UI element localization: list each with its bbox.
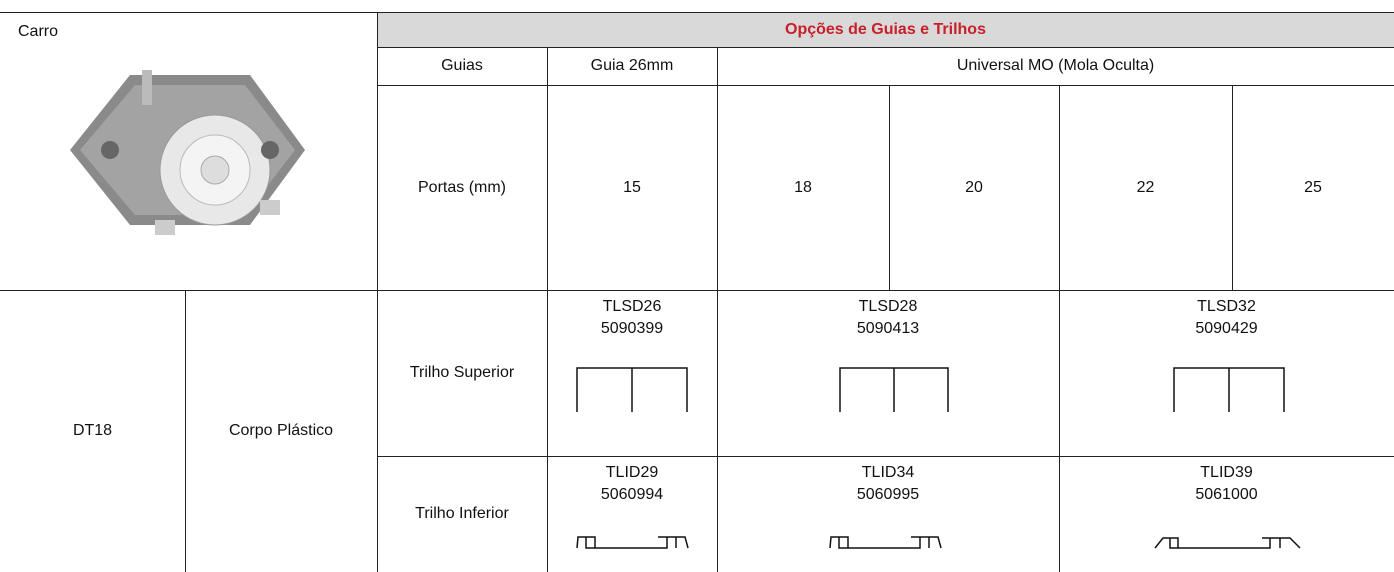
rail-code-text: 5061000 <box>1195 486 1258 503</box>
rail-label: Trilho Inferior <box>377 456 547 572</box>
portas-cell: 22 <box>1059 85 1232 290</box>
carro-label-text: Carro <box>18 23 59 40</box>
model-cell: DT18 <box>0 290 185 572</box>
portas-cell-text: Portas (mm) <box>418 178 506 196</box>
rail-code-text: TLSD32 <box>1197 298 1256 315</box>
rail-label-text: Trilho Superior <box>409 364 515 381</box>
carriage-image <box>70 70 305 235</box>
rail-label: Trilho Superior <box>377 290 547 456</box>
rail-code-text: TLSD28 <box>858 298 918 315</box>
rail-code: TLSD32 5090429 <box>1059 290 1394 456</box>
carro-label: Carro <box>0 12 377 52</box>
rail-code: TLID39 5061000 <box>1059 456 1394 572</box>
rail-code: TLID34 5060995 <box>717 456 1059 572</box>
table-title-text: Opções de Guias e Trilhos <box>785 20 986 38</box>
rail-code: TLSD26 5090399 <box>547 290 717 456</box>
rail-code-text: 5060995 <box>856 486 920 503</box>
rail-code-text: 5090429 <box>1195 320 1258 337</box>
rail-code-text: 5090413 <box>856 320 920 337</box>
portas-cell-text: 15 <box>623 178 641 196</box>
portas-cell: 20 <box>889 85 1059 290</box>
portas-cell-text: 20 <box>965 178 983 196</box>
guias-cell: Guias <box>377 47 547 85</box>
portas-cell: 18 <box>717 85 889 290</box>
body-cell: Corpo Plástico <box>185 290 377 572</box>
rail-code-text: 5060994 <box>600 486 664 503</box>
rail-icons <box>576 367 1301 549</box>
rail-code: TLID29 5060994 <box>547 456 717 572</box>
rail-code: TLSD28 5090413 <box>717 290 1059 456</box>
portas-cell-text: 18 <box>794 178 812 196</box>
model-cell-text: DT18 <box>72 422 113 439</box>
rail-code-text: 5090399 <box>600 320 664 337</box>
header-bg <box>377 12 1394 47</box>
rail-label-text: Trilho Inferior <box>415 505 509 522</box>
portas-cell-text: 25 <box>1304 178 1322 196</box>
guias-cell-text: Universal MO (Mola Oculta) <box>956 57 1155 74</box>
portas-cell: 15 <box>547 85 717 290</box>
portas-cell: Portas (mm) <box>377 85 547 290</box>
guias-cell: Guia 26mm <box>547 47 717 85</box>
guias-cell: Universal MO (Mola Oculta) <box>717 47 1394 85</box>
rail-code-text: TLSD26 <box>602 298 662 315</box>
rail-code-text: TLID34 <box>861 464 915 481</box>
table-title: Opções de Guias e Trilhos <box>377 12 1394 47</box>
rail-code-text: TLID29 <box>605 464 659 481</box>
guias-cell-text: Guia 26mm <box>590 57 674 74</box>
portas-cell-text: 22 <box>1136 178 1155 196</box>
body-cell-text: Corpo Plástico <box>228 422 334 439</box>
guias-cell-text: Guias <box>441 57 483 74</box>
portas-cell: 25 <box>1232 85 1394 290</box>
rail-code-text: TLID39 <box>1200 464 1253 481</box>
